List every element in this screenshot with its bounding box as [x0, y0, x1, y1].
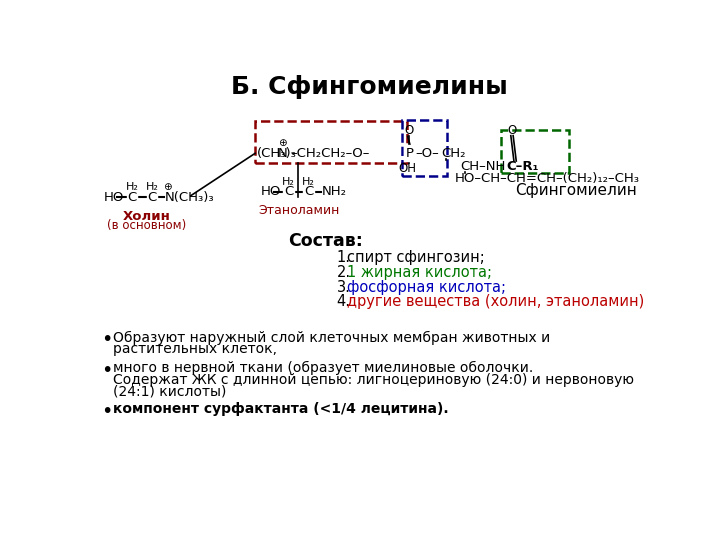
Text: (CH₃)₃: (CH₃)₃: [256, 147, 297, 160]
Text: 3.: 3.: [336, 280, 351, 295]
Text: Образуют наружный слой клеточных мембран животных и: Образуют наружный слой клеточных мембран…: [113, 330, 551, 345]
Text: 4.: 4.: [336, 294, 351, 309]
Text: (в основном): (в основном): [107, 219, 186, 232]
Text: C: C: [127, 191, 137, 204]
Text: C: C: [284, 185, 293, 198]
Text: спирт сфингозин;: спирт сфингозин;: [346, 251, 485, 265]
Text: растительных клеток,: растительных клеток,: [113, 342, 277, 356]
Text: другие вещества (холин, этаноламин): другие вещества (холин, этаноламин): [346, 294, 644, 309]
Text: HO: HO: [104, 191, 125, 204]
Text: Состав:: Состав:: [289, 232, 364, 250]
Text: Этаноламин: Этаноламин: [258, 204, 340, 217]
Text: C: C: [304, 185, 313, 198]
Text: CH₂: CH₂: [441, 147, 466, 160]
Text: •: •: [101, 402, 112, 421]
Text: фосфорная кислота;: фосфорная кислота;: [346, 280, 505, 295]
Text: OH: OH: [399, 162, 417, 176]
Text: Холин: Холин: [122, 210, 171, 222]
Text: P: P: [405, 147, 413, 160]
Text: 1 жирная кислота;: 1 жирная кислота;: [346, 265, 492, 280]
Text: N(CH₃)₃: N(CH₃)₃: [164, 191, 214, 204]
Text: –O–: –O–: [415, 147, 439, 160]
Text: H₂: H₂: [145, 182, 158, 192]
Text: C: C: [148, 191, 157, 204]
Text: Б. Сфингомиелины: Б. Сфингомиелины: [230, 75, 508, 99]
Text: Содержат ЖК с длинной цепью: лигноцериновую (24:0) и нервоновую: Содержат ЖК с длинной цепью: лигноцерино…: [113, 373, 634, 387]
Bar: [255, 121, 407, 164]
Text: HO: HO: [261, 185, 281, 198]
Bar: [500, 130, 569, 173]
Text: HO–CH–CH=CH–(CH₂)₁₂–CH₃: HO–CH–CH=CH–(CH₂)₁₂–CH₃: [454, 172, 639, 185]
Text: много в нервной ткани (образует миелиновые оболочки.: много в нервной ткани (образует миелинов…: [113, 361, 534, 375]
Text: N: N: [277, 147, 287, 160]
Text: ⊕: ⊕: [163, 182, 172, 192]
Text: 1.: 1.: [336, 251, 351, 265]
Text: CH–NH: CH–NH: [461, 160, 506, 173]
Text: H₂: H₂: [125, 182, 138, 192]
Text: 2.: 2.: [336, 265, 351, 280]
Text: (24:1) кислоты): (24:1) кислоты): [113, 384, 227, 399]
Text: •: •: [101, 330, 112, 349]
Text: H₂: H₂: [282, 177, 294, 187]
Text: Сфингомиелин: Сфингомиелин: [515, 184, 636, 198]
Text: C–R₁: C–R₁: [506, 160, 539, 173]
Text: H₂: H₂: [302, 177, 315, 187]
Text: компонент сурфактанта (<1/4 лецитина).: компонент сурфактанта (<1/4 лецитина).: [113, 402, 449, 416]
Text: –CH₂CH₂–O–: –CH₂CH₂–O–: [290, 147, 369, 160]
Text: NH₂: NH₂: [322, 185, 347, 198]
Text: ⊕: ⊕: [278, 138, 287, 147]
Text: O: O: [405, 124, 414, 137]
Text: •: •: [101, 361, 112, 380]
Text: O: O: [508, 124, 517, 137]
Bar: [402, 120, 446, 176]
